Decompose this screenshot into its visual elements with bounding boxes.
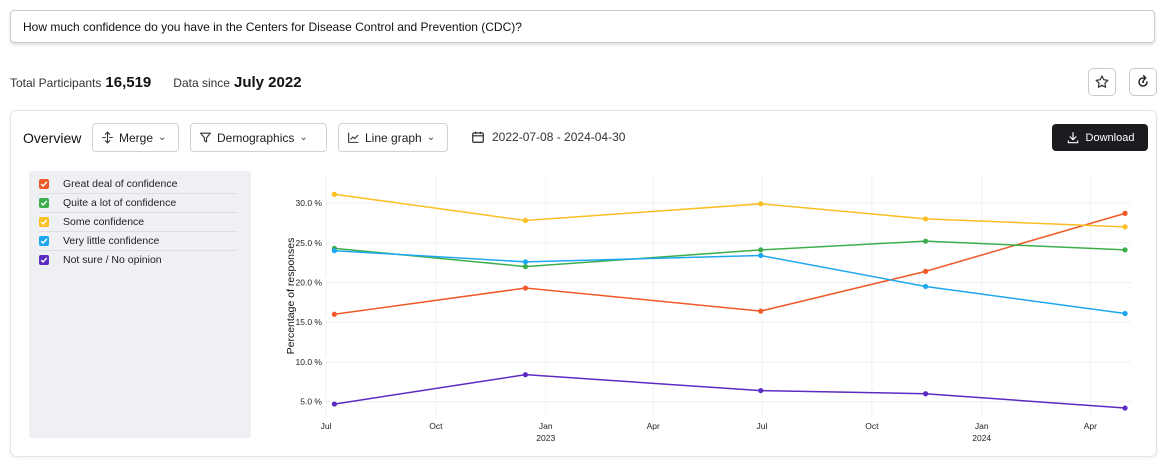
legend-item[interactable]: Great deal of confidence bbox=[39, 174, 237, 194]
date-range-text: 2022-07-08 - 2024-04-30 bbox=[492, 130, 626, 144]
y-axis-title: Percentage of responses bbox=[285, 238, 297, 355]
data-point bbox=[331, 248, 337, 254]
plot-area bbox=[326, 176, 1131, 416]
x-tick-year-label: 2023 bbox=[536, 433, 555, 443]
y-tick-label: 15.0 % bbox=[296, 317, 323, 327]
results-panel: Overview Merge ⌄ Demographics ⌄ Line gra… bbox=[10, 110, 1157, 457]
question-banner: How much confidence do you have in the C… bbox=[10, 10, 1155, 43]
merge-icon bbox=[102, 131, 113, 144]
toolbar: Overview Merge ⌄ Demographics ⌄ Line gra… bbox=[11, 111, 1156, 161]
chevron-down-icon: ⌄ bbox=[426, 132, 436, 143]
data-point bbox=[758, 247, 764, 253]
data-point bbox=[922, 283, 929, 290]
data-point bbox=[758, 387, 764, 394]
legend-label: Not sure / No opinion bbox=[63, 253, 162, 266]
download-label: Download bbox=[1085, 131, 1135, 144]
favorite-button[interactable] bbox=[1088, 68, 1116, 96]
legend-label: Great deal of confidence bbox=[63, 177, 178, 190]
participants-label: Total Participants bbox=[10, 76, 102, 90]
star-icon bbox=[1095, 75, 1109, 88]
x-tick-label: Jan bbox=[539, 421, 553, 431]
check-icon bbox=[40, 257, 48, 263]
data-point bbox=[522, 285, 529, 291]
legend-label: Very little confidence bbox=[63, 234, 160, 247]
checkbox[interactable] bbox=[39, 197, 49, 208]
since-label: Data since bbox=[173, 76, 230, 90]
data-point bbox=[758, 308, 764, 314]
question-text: How much confidence do you have in the C… bbox=[23, 19, 522, 34]
download-button[interactable]: Download bbox=[1052, 124, 1148, 151]
chevron-down-icon: ⌄ bbox=[299, 132, 308, 143]
data-point bbox=[922, 391, 929, 397]
check-icon bbox=[40, 219, 48, 225]
data-point bbox=[758, 252, 764, 259]
x-tick-label: Oct bbox=[429, 421, 443, 431]
check-icon bbox=[40, 200, 48, 206]
legend-item[interactable]: Some confidence bbox=[39, 212, 237, 232]
data-point bbox=[331, 191, 337, 197]
download-icon bbox=[1067, 131, 1078, 143]
data-point bbox=[331, 401, 337, 407]
legend: Great deal of confidence Quite a lot of … bbox=[29, 171, 251, 438]
line-chart: 5.0 % 10.0 % 15.0 % 20.0 % 25.0 % 30.0 % Jul Oc… bbox=[285, 176, 1131, 443]
data-point bbox=[522, 217, 529, 224]
demographics-button[interactable]: Demographics ⌄ bbox=[190, 123, 327, 152]
x-tick-label: Apr bbox=[1084, 421, 1097, 431]
overview-title: Overview bbox=[23, 130, 82, 146]
x-tick-label: Apr bbox=[647, 421, 660, 431]
checkbox[interactable] bbox=[39, 178, 49, 189]
data-point bbox=[922, 238, 929, 244]
participants-value: 16,519 bbox=[105, 74, 152, 91]
y-tick-label: 10.0 % bbox=[296, 357, 323, 367]
data-point bbox=[758, 201, 764, 207]
x-tick-label: Jul bbox=[757, 421, 768, 431]
check-icon bbox=[40, 181, 48, 187]
x-tick-label: Oct bbox=[865, 421, 879, 431]
y-tick-label: 20.0 % bbox=[296, 277, 323, 287]
date-range-picker[interactable]: 2022-07-08 - 2024-04-30 bbox=[471, 130, 625, 144]
legend-item[interactable]: Not sure / No opinion bbox=[39, 250, 237, 269]
checkbox[interactable] bbox=[39, 216, 49, 227]
merge-button[interactable]: Merge ⌄ bbox=[92, 123, 179, 152]
data-point bbox=[522, 372, 529, 378]
data-point bbox=[522, 259, 529, 265]
data-point bbox=[331, 311, 337, 317]
legend-item[interactable]: Very little confidence bbox=[39, 231, 237, 251]
data-point bbox=[1122, 405, 1128, 411]
legend-item[interactable]: Quite a lot of confidence bbox=[39, 193, 237, 213]
refresh-button[interactable] bbox=[1129, 68, 1157, 96]
data-point bbox=[922, 268, 929, 274]
check-icon bbox=[40, 238, 48, 244]
chevron-down-icon: ⌄ bbox=[158, 132, 167, 143]
y-tick-label: 30.0 % bbox=[296, 198, 323, 208]
data-point bbox=[1122, 210, 1128, 216]
legend-label: Quite a lot of confidence bbox=[63, 196, 177, 209]
data-point bbox=[1122, 310, 1128, 317]
stats-bar: Total Participants 16,519 Data since Jul… bbox=[10, 74, 302, 91]
x-tick-label: Jan bbox=[975, 421, 989, 431]
filter-icon bbox=[200, 132, 211, 143]
graph-type-select[interactable]: Line graph ⌄ bbox=[338, 123, 448, 152]
data-point bbox=[522, 263, 529, 270]
merge-label: Merge bbox=[119, 130, 154, 145]
graph-type-label: Line graph bbox=[365, 130, 422, 145]
legend-label: Some confidence bbox=[63, 215, 145, 228]
x-tick-label: Jul bbox=[321, 421, 332, 431]
data-point bbox=[1122, 224, 1128, 230]
calendar-icon bbox=[472, 131, 484, 143]
y-tick-label: 5.0 % bbox=[300, 397, 322, 407]
refresh-icon bbox=[1138, 74, 1148, 87]
demographics-label: Demographics bbox=[217, 130, 295, 145]
y-tick-label: 25.0 % bbox=[296, 238, 323, 248]
since-value: July 2022 bbox=[233, 74, 302, 91]
data-point bbox=[1122, 247, 1128, 253]
checkbox[interactable] bbox=[39, 235, 49, 246]
line-chart-icon bbox=[348, 132, 359, 143]
x-tick-year-label: 2024 bbox=[972, 433, 991, 443]
checkbox[interactable] bbox=[39, 254, 49, 265]
data-point bbox=[922, 216, 929, 222]
